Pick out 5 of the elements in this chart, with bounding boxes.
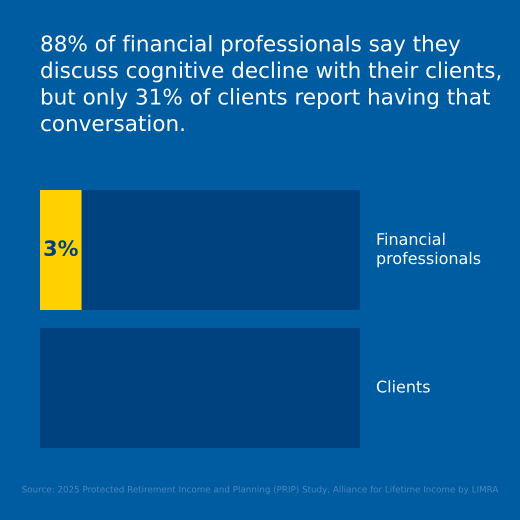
annotation: Source: 2025 Protected Retirement Income and Planning (PRIP) Study, Alliance for Lifetime Income by LIMRA — [22, 486, 498, 494]
y-tick-label: Financial professionals — [377, 232, 480, 268]
annotation: 3% — [44, 240, 78, 256]
y-tick-label: Clients — [376, 380, 430, 393]
chart-title: 88% of financial professionals say they discuss cognitive decline with their clients, but only 31% of clients report having that conversation. — [41, 35, 500, 132]
